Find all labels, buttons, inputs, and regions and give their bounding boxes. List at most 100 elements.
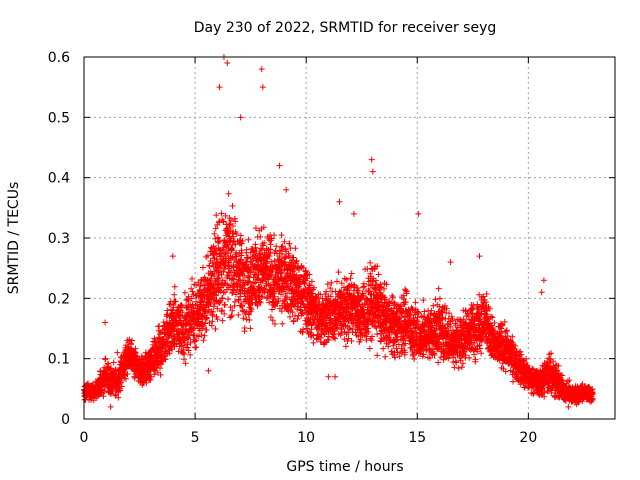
data-point: [200, 337, 207, 344]
data-point: [471, 351, 478, 358]
data-point: [247, 325, 254, 332]
data-point: [197, 281, 204, 288]
data-point: [185, 347, 192, 354]
data-point: [192, 337, 199, 344]
data-point: [252, 225, 259, 232]
data-point: [435, 359, 442, 366]
data-point: [382, 353, 389, 360]
data-point: [100, 393, 107, 400]
data-point: [170, 304, 177, 311]
data-point: [226, 221, 233, 228]
data-point: [231, 298, 238, 305]
data-point: [207, 275, 214, 282]
data-point: [292, 245, 299, 252]
data-point: [157, 371, 164, 378]
data-point: [215, 298, 222, 305]
data-point: [189, 324, 196, 331]
data-point: [246, 317, 253, 324]
data-point: [282, 253, 289, 260]
data-point: [185, 297, 192, 304]
data-point: [348, 270, 355, 277]
data-point: [235, 278, 242, 285]
data-point: [215, 274, 222, 281]
data-point: [187, 339, 194, 346]
data-point: [102, 355, 109, 362]
data-point: [108, 387, 115, 394]
data-point: [225, 190, 232, 197]
data-point: [115, 394, 122, 401]
data-point: [219, 295, 226, 302]
data-point: [178, 301, 185, 308]
data-point: [466, 354, 473, 361]
data-point: [224, 281, 231, 288]
data-point: [244, 255, 251, 262]
data-point: [162, 355, 169, 362]
data-point: [229, 275, 236, 282]
data-point: [253, 247, 260, 254]
data-point: [222, 212, 229, 219]
data-point: [246, 278, 253, 285]
data-point: [245, 311, 252, 318]
data-point: [233, 253, 240, 260]
data-point: [206, 263, 213, 270]
data-point: [238, 240, 245, 247]
data-point: [247, 269, 254, 276]
data-point: [240, 268, 247, 275]
data-point: [243, 316, 250, 323]
data-point: [435, 285, 442, 292]
data-point: [193, 344, 200, 351]
data-point: [190, 314, 197, 321]
data-point: [218, 210, 225, 217]
data-point: [189, 275, 196, 282]
data-point: [247, 249, 254, 256]
data-point: [127, 341, 134, 348]
data-point: [212, 225, 219, 232]
data-point: [151, 335, 158, 342]
data-point: [147, 377, 154, 384]
data-point: [203, 326, 210, 333]
data-point: [173, 341, 180, 348]
data-point: [232, 218, 239, 225]
data-point: [124, 371, 131, 378]
data-point: [243, 261, 250, 268]
data-point: [212, 298, 219, 305]
data-point: [108, 365, 115, 372]
data-point: [211, 255, 218, 262]
data-point: [131, 374, 138, 381]
data-point: [566, 377, 573, 384]
data-point: [217, 288, 224, 295]
data-point: [209, 318, 216, 325]
data-point: [219, 317, 226, 324]
data-point: [239, 237, 246, 244]
data-point: [212, 326, 219, 333]
data-point: [195, 333, 202, 340]
data-point: [227, 282, 234, 289]
data-point: [213, 212, 220, 219]
data-point: [214, 305, 221, 312]
data-point: [132, 349, 139, 356]
data-point: [436, 295, 443, 302]
data-point: [205, 309, 212, 316]
data-point: [187, 351, 194, 358]
data-point: [214, 259, 221, 266]
data-point: [335, 269, 342, 276]
data-point: [273, 243, 280, 250]
data-point: [122, 375, 129, 382]
data-point: [157, 365, 164, 372]
data-point: [390, 342, 397, 349]
data-point: [227, 304, 234, 311]
data-point: [216, 253, 223, 260]
data-point: [181, 350, 188, 357]
data-point: [235, 311, 242, 318]
data-point: [219, 277, 226, 284]
data-point: [521, 384, 528, 391]
data-point: [129, 337, 136, 344]
data-point: [432, 296, 439, 303]
data-point: [117, 387, 124, 394]
data-point: [206, 277, 213, 284]
data-point: [185, 312, 192, 319]
data-point: [211, 301, 218, 308]
data-point: [211, 230, 218, 237]
data-point: [180, 356, 187, 363]
data-point: [503, 328, 510, 335]
